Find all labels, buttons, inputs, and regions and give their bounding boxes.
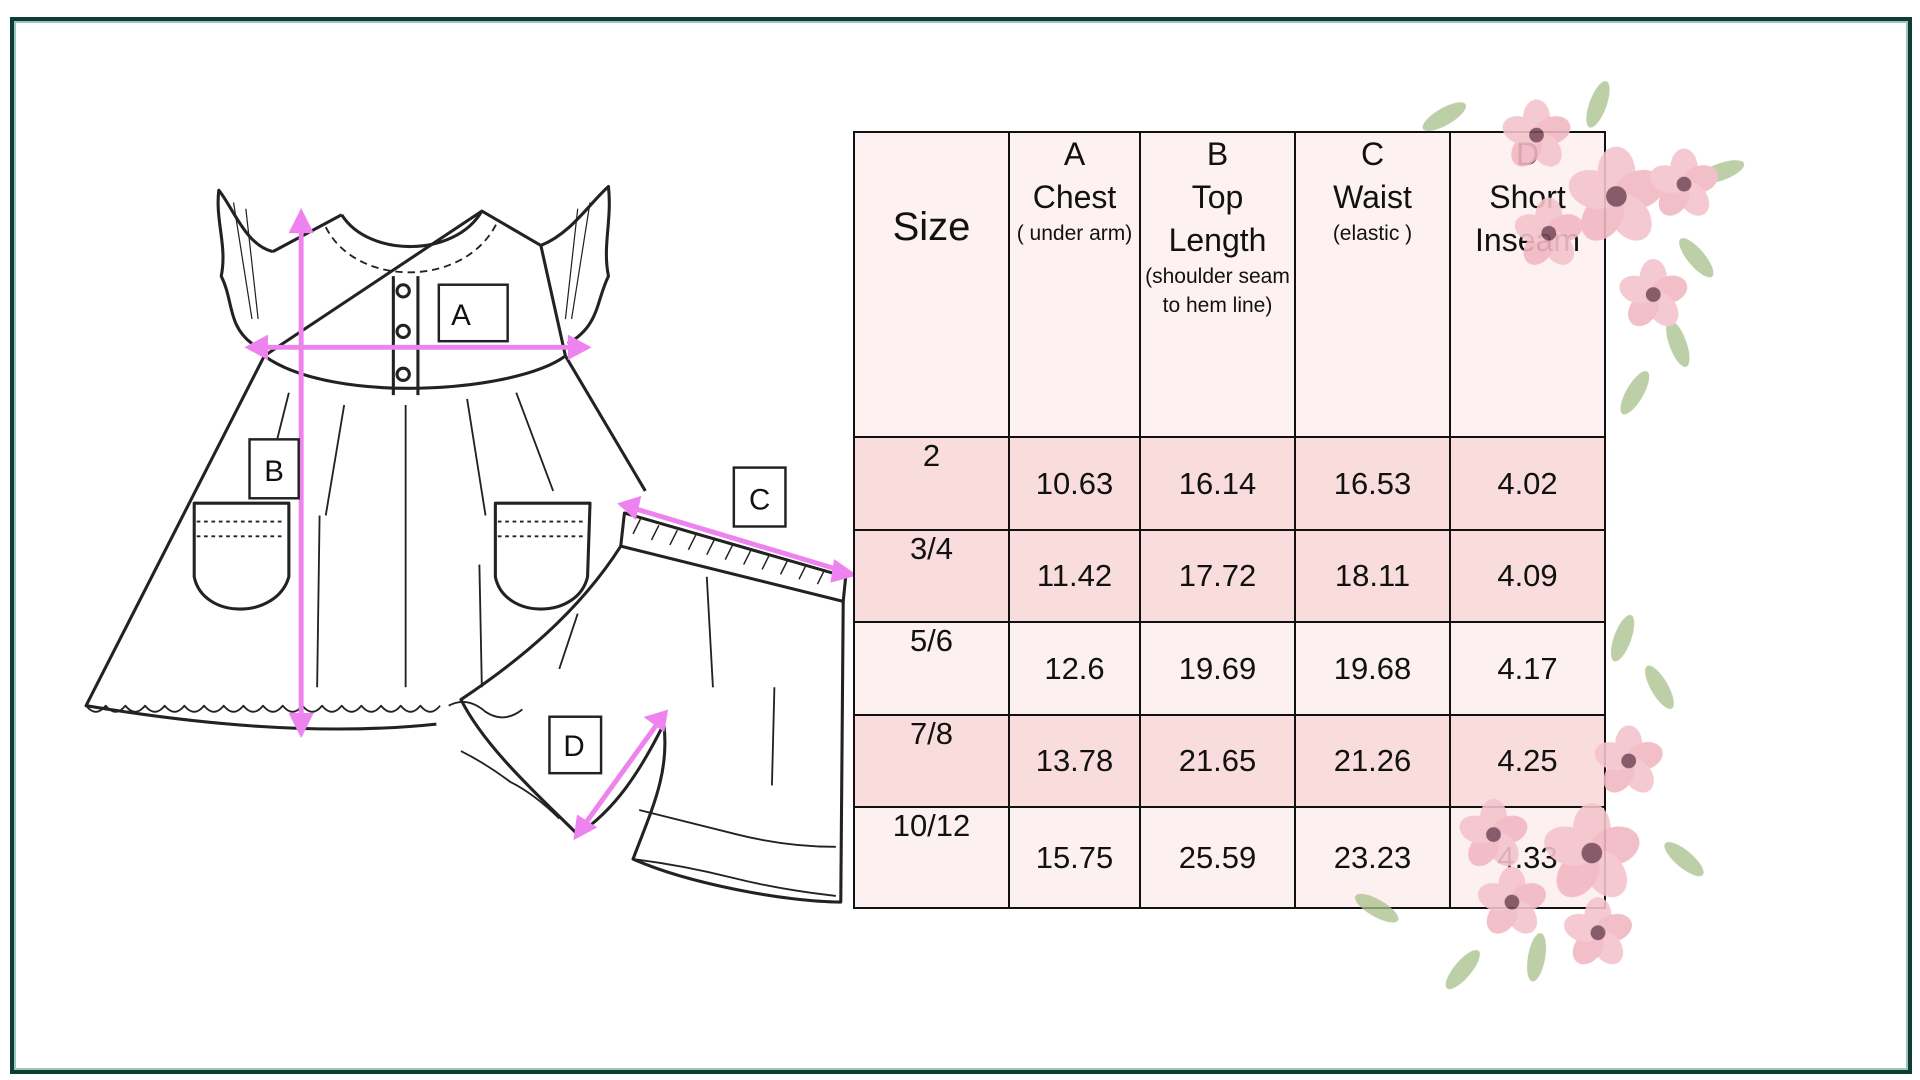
inseam-cell: 4.25 <box>1449 714 1606 808</box>
inseam-cell: 4.17 <box>1449 621 1606 716</box>
left-pocket <box>192 501 291 611</box>
size-cell: 7/8 <box>853 714 1010 808</box>
waist-cell: 21.26 <box>1294 714 1451 808</box>
header-waist: C Waist (elastic ) <box>1294 131 1451 438</box>
page-border <box>10 17 1912 1074</box>
inseam-cell: 4.33 <box>1449 806 1606 909</box>
right-sleeve <box>540 185 611 345</box>
size-chart-table: Size A Chest ( under arm) B Top Length (… <box>853 131 1606 909</box>
waist-cell: 18.11 <box>1294 529 1451 623</box>
top-length-cell: 21.65 <box>1139 714 1296 808</box>
label-box-c <box>732 466 787 528</box>
label-c: C <box>749 483 770 516</box>
inseam-cell: 4.02 <box>1449 436 1606 531</box>
table-row: 10/12 15.75 25.59 23.23 4.33 <box>853 806 1606 909</box>
header-row: Size A Chest ( under arm) B Top Length (… <box>853 131 1606 438</box>
inseam-cell: 4.09 <box>1449 529 1606 623</box>
size-cell: 2 <box>853 436 1010 531</box>
yoke <box>262 209 567 390</box>
label-box-a <box>437 283 509 343</box>
chest-cell: 10.63 <box>1008 436 1141 531</box>
arrow-c <box>632 505 843 574</box>
size-cell: 3/4 <box>853 529 1010 623</box>
label-box-d <box>548 715 603 775</box>
header-size: Size <box>853 131 1010 438</box>
label-a: A <box>451 299 471 332</box>
top-length-cell: 25.59 <box>1139 806 1296 909</box>
size-cell: 10/12 <box>853 806 1010 909</box>
dress-body <box>84 355 647 731</box>
top-length-cell: 16.14 <box>1139 436 1296 531</box>
chest-cell: 13.78 <box>1008 714 1141 808</box>
label-box-b <box>248 438 300 500</box>
arrow-d <box>580 720 661 829</box>
right-pocket <box>493 501 592 611</box>
waist-cell: 23.23 <box>1294 806 1451 909</box>
left-sleeve <box>216 188 274 345</box>
top-length-cell: 19.69 <box>1139 621 1296 716</box>
table-row: 5/6 12.6 19.69 19.68 4.17 <box>853 621 1606 716</box>
table-row: 7/8 13.78 21.65 21.26 4.25 <box>853 714 1606 808</box>
table-row: 2 10.63 16.14 16.53 4.02 <box>853 436 1606 531</box>
table-row: 3/4 11.42 17.72 18.11 4.09 <box>853 529 1606 623</box>
collar <box>340 210 484 249</box>
waist-cell: 19.68 <box>1294 621 1451 716</box>
header-top-length: B Top Length (shoulder seam to hem line) <box>1139 131 1296 438</box>
header-short-inseam: D Short Inseam <box>1449 131 1606 438</box>
waist-cell: 16.53 <box>1294 436 1451 531</box>
chest-cell: 15.75 <box>1008 806 1141 909</box>
chest-cell: 11.42 <box>1008 529 1141 623</box>
top-length-cell: 17.72 <box>1139 529 1296 623</box>
chest-cell: 12.6 <box>1008 621 1141 716</box>
label-d: D <box>563 730 584 763</box>
size-cell: 5/6 <box>853 621 1010 716</box>
label-b: B <box>264 455 284 488</box>
header-chest: A Chest ( under arm) <box>1008 131 1141 438</box>
